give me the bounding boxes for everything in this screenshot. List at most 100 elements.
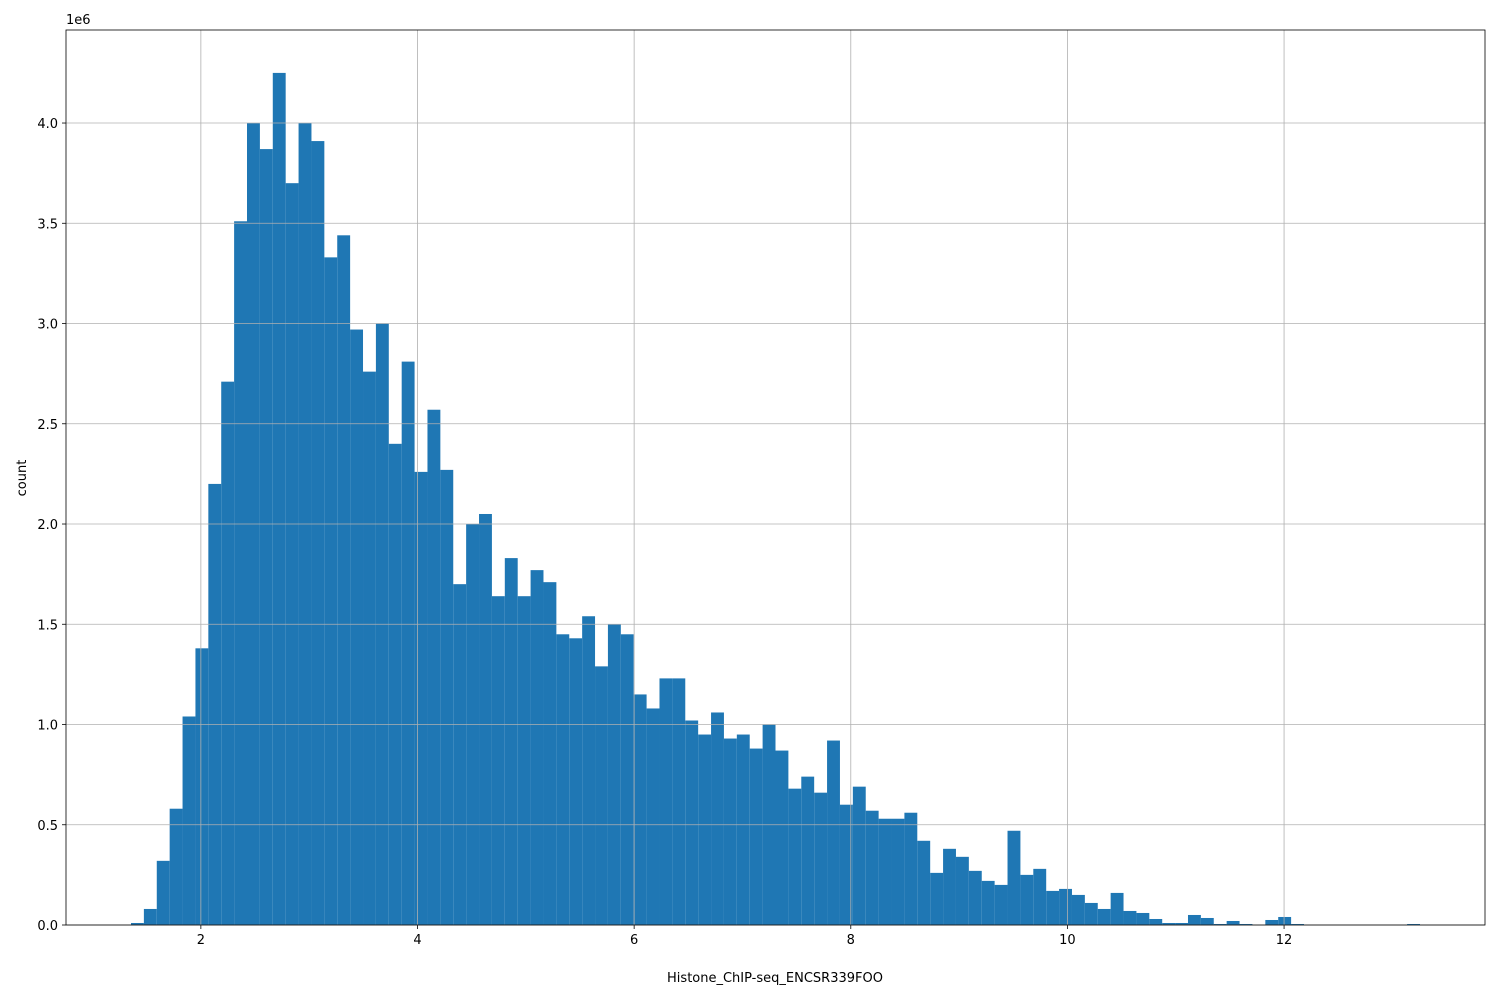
bar: [672, 678, 686, 925]
bar: [543, 582, 557, 925]
x-tick-label: 12: [1276, 933, 1293, 948]
bar: [130, 922, 144, 925]
bar: [711, 712, 724, 925]
bar: [801, 776, 815, 925]
bar: [827, 740, 840, 925]
bar: [943, 848, 956, 925]
bar: [272, 72, 286, 926]
bar: [749, 748, 763, 925]
bar: [401, 361, 415, 926]
x-tick-label: 4: [413, 933, 421, 948]
bar: [556, 634, 570, 925]
bar: [1046, 890, 1060, 925]
bar: [363, 371, 376, 925]
bar: [1239, 923, 1253, 925]
y-tick-label: 4.0: [37, 117, 58, 132]
bar: [1278, 916, 1292, 925]
bar: [285, 183, 299, 926]
bar: [440, 469, 454, 925]
bar: [865, 810, 879, 925]
y-tick-label: 1.0: [37, 719, 58, 734]
bar: [479, 513, 492, 925]
y-tick-label: 0.5: [37, 819, 58, 834]
bar: [1123, 910, 1137, 925]
x-tick-label: 10: [1059, 933, 1076, 948]
bar: [1200, 917, 1214, 925]
bar: [685, 720, 699, 925]
bar: [221, 381, 235, 925]
bar: [723, 738, 737, 925]
bar: [1175, 922, 1188, 925]
y-offset-label: 1e6: [66, 13, 91, 28]
bar: [1291, 923, 1304, 925]
bar: [414, 471, 428, 925]
y-tick-label: 2.5: [37, 418, 58, 433]
bar: [234, 221, 248, 926]
x-tick-label: 6: [630, 933, 638, 948]
y-tick-label: 2.0: [37, 518, 58, 533]
bar: [1136, 912, 1150, 925]
bar: [1110, 892, 1124, 925]
bar: [775, 750, 789, 925]
bar: [878, 818, 892, 925]
x-tick-label: 8: [847, 933, 855, 948]
plot-frame: [65, 29, 1486, 926]
bar: [839, 804, 853, 925]
bar: [788, 788, 802, 925]
bar: [311, 141, 325, 926]
bar: [1020, 874, 1034, 925]
bar: [607, 624, 621, 925]
bar: [453, 584, 467, 925]
y-tick-label: 0.0: [37, 919, 58, 934]
bar: [1007, 830, 1021, 925]
x-axis-label: Histone_ChIP-seq_ENCSR339FOO: [667, 971, 883, 986]
bar: [324, 257, 338, 925]
bar: [646, 708, 660, 925]
bar: [852, 786, 866, 925]
bar: [1084, 902, 1098, 925]
bar: [930, 872, 944, 925]
bar: [350, 329, 364, 926]
bar: [659, 678, 673, 925]
bar: [698, 734, 712, 925]
bar: [1265, 919, 1279, 925]
bar: [491, 596, 505, 925]
bar: [569, 638, 583, 925]
y-tick-label: 3.5: [37, 217, 58, 232]
bar: [1071, 894, 1085, 925]
bar: [1149, 918, 1163, 925]
bar: [530, 570, 544, 925]
bar: [633, 694, 647, 925]
bar: [582, 616, 596, 925]
bar: [736, 734, 750, 925]
bar: [169, 808, 183, 925]
bar: [968, 870, 982, 925]
bar: [595, 666, 608, 925]
bar: [195, 648, 209, 925]
bar: [1213, 923, 1227, 925]
bar: [427, 409, 441, 926]
bar: [814, 792, 828, 925]
bar: [1226, 920, 1240, 925]
bar: [504, 558, 518, 925]
bar: [337, 235, 351, 925]
bar: [917, 840, 931, 925]
bar: [143, 908, 157, 925]
bar: [620, 634, 634, 925]
bar: [1407, 923, 1421, 925]
bar: [1187, 914, 1201, 925]
bar: [1097, 908, 1111, 925]
bar: [1033, 868, 1047, 925]
bar: [1059, 888, 1072, 925]
bar: [182, 716, 196, 925]
bar: [904, 812, 918, 925]
y-tick-label: 3.0: [37, 318, 58, 333]
y-tick-label: 1.5: [37, 618, 58, 633]
bar: [208, 483, 222, 925]
bar: [1162, 922, 1176, 925]
y-axis-label: count: [15, 460, 30, 497]
bar: [955, 856, 969, 925]
bar: [156, 860, 170, 925]
bar: [994, 884, 1008, 925]
